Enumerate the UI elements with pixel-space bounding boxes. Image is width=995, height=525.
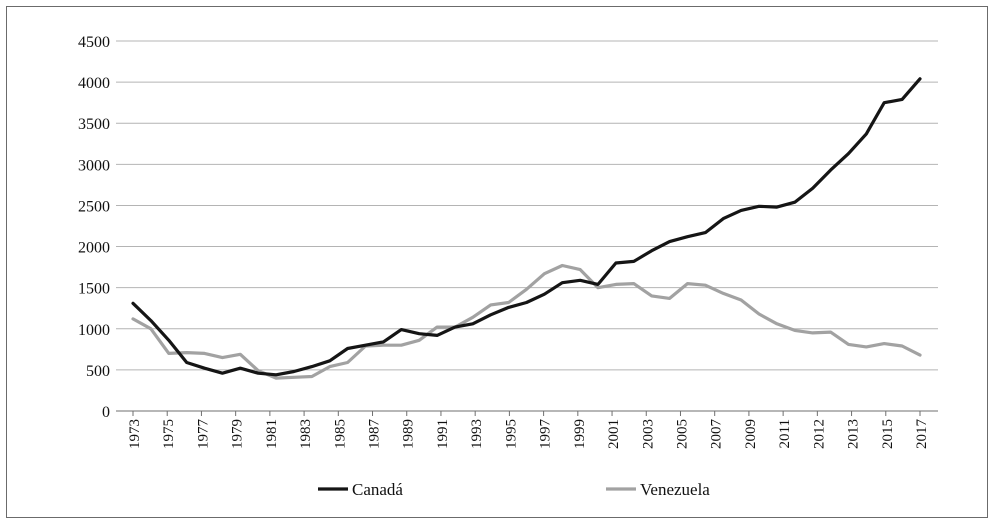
y-tick-label: 0: [102, 404, 110, 421]
x-tick-label: 2017: [914, 419, 930, 450]
x-tick-label: 1979: [230, 419, 246, 449]
x-tick-label: 1977: [195, 419, 211, 450]
x-tick-label: 1993: [469, 419, 485, 449]
chart-frame: [6, 6, 988, 518]
x-tick-label: 1983: [298, 419, 314, 449]
x-tick-label: 1985: [332, 419, 348, 449]
x-tick-label: 1973: [127, 419, 143, 449]
y-tick-label: 3000: [78, 157, 110, 174]
x-tick-label: 2013: [846, 419, 862, 449]
y-tick-label: 500: [86, 363, 110, 380]
x-tick-label: 2003: [640, 419, 656, 449]
y-tick-label: 3500: [78, 116, 110, 133]
x-tick-label: 2015: [880, 419, 896, 449]
x-tick-label: 1999: [572, 419, 588, 449]
y-tick-label: 4000: [78, 75, 110, 92]
x-tick-label: 2011: [777, 419, 793, 448]
x-tick-label: 1995: [503, 419, 519, 449]
series-line-venezuela: [131, 263, 922, 380]
x-tick-label: 2009: [743, 419, 759, 449]
x-tick-label: 1987: [367, 419, 383, 450]
x-tick-label: 1989: [401, 419, 417, 449]
x-tick-label: 1975: [161, 419, 177, 449]
y-tick-label: 2500: [78, 198, 110, 215]
x-tick-label: 2012: [811, 419, 827, 449]
x-tick-label: 2001: [606, 419, 622, 449]
legend-label-canad: Canadá: [352, 480, 403, 499]
y-tick-label: 1000: [78, 322, 110, 339]
x-tick-label: 2005: [674, 419, 690, 449]
x-tick-label: 1991: [435, 419, 451, 449]
y-tick-label: 4500: [78, 34, 110, 51]
y-tick-label: 2000: [78, 240, 110, 257]
x-tick-label: 1981: [264, 419, 280, 449]
legend-label-venezuela: Venezuela: [640, 480, 710, 499]
y-tick-label: 1500: [78, 281, 110, 298]
x-tick-label: 1997: [538, 419, 554, 450]
x-tick-label: 2007: [709, 419, 725, 450]
series-line-canad: [131, 77, 922, 377]
